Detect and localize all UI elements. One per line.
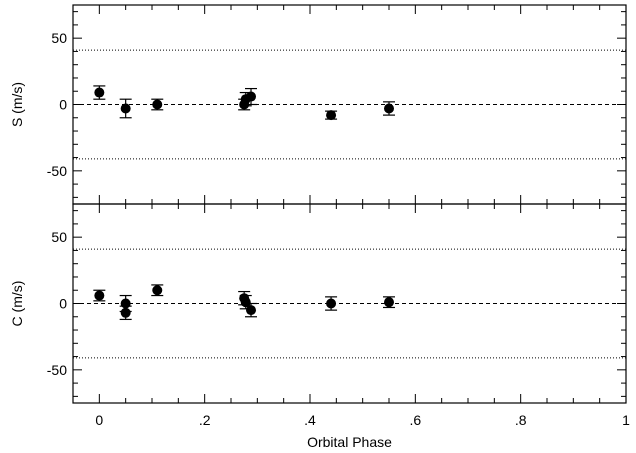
x-axis-title: Orbital Phase bbox=[307, 434, 392, 450]
data-point bbox=[246, 91, 257, 102]
x-tick-label: .6 bbox=[409, 412, 421, 428]
y-tick-label: 0 bbox=[59, 296, 67, 312]
data-point bbox=[120, 307, 131, 318]
data-point bbox=[326, 298, 337, 309]
s-panel: 50 0 -50 S (m/s) bbox=[9, 4, 627, 205]
data-point bbox=[326, 110, 337, 121]
data-point bbox=[94, 290, 105, 301]
y-axis-title: C (m/s) bbox=[9, 281, 25, 327]
y-tick-label: 0 bbox=[59, 97, 67, 113]
c-panel: 50 0 -50 0 .2 .4 .6 .8 1 C (m/s) bbox=[9, 203, 630, 428]
data-point bbox=[120, 103, 131, 114]
data-point bbox=[94, 87, 105, 98]
x-tick-label: 1 bbox=[622, 412, 630, 428]
y-tick-label: 50 bbox=[51, 30, 67, 46]
data-point bbox=[384, 297, 394, 308]
x-tick-label: 0 bbox=[95, 412, 103, 428]
data-point bbox=[240, 297, 251, 308]
y-tick-label: -50 bbox=[47, 362, 67, 378]
data-point bbox=[246, 305, 257, 316]
y-axis-title: S (m/s) bbox=[9, 82, 25, 127]
x-tick-label: .2 bbox=[199, 412, 211, 428]
data-point bbox=[384, 103, 394, 114]
y-tick-label: -50 bbox=[47, 163, 67, 179]
x-tick-label: .4 bbox=[304, 412, 316, 428]
data-point bbox=[152, 285, 163, 296]
data-point bbox=[152, 99, 163, 110]
x-tick-label: .8 bbox=[515, 412, 527, 428]
y-tick-label: 50 bbox=[51, 229, 67, 245]
